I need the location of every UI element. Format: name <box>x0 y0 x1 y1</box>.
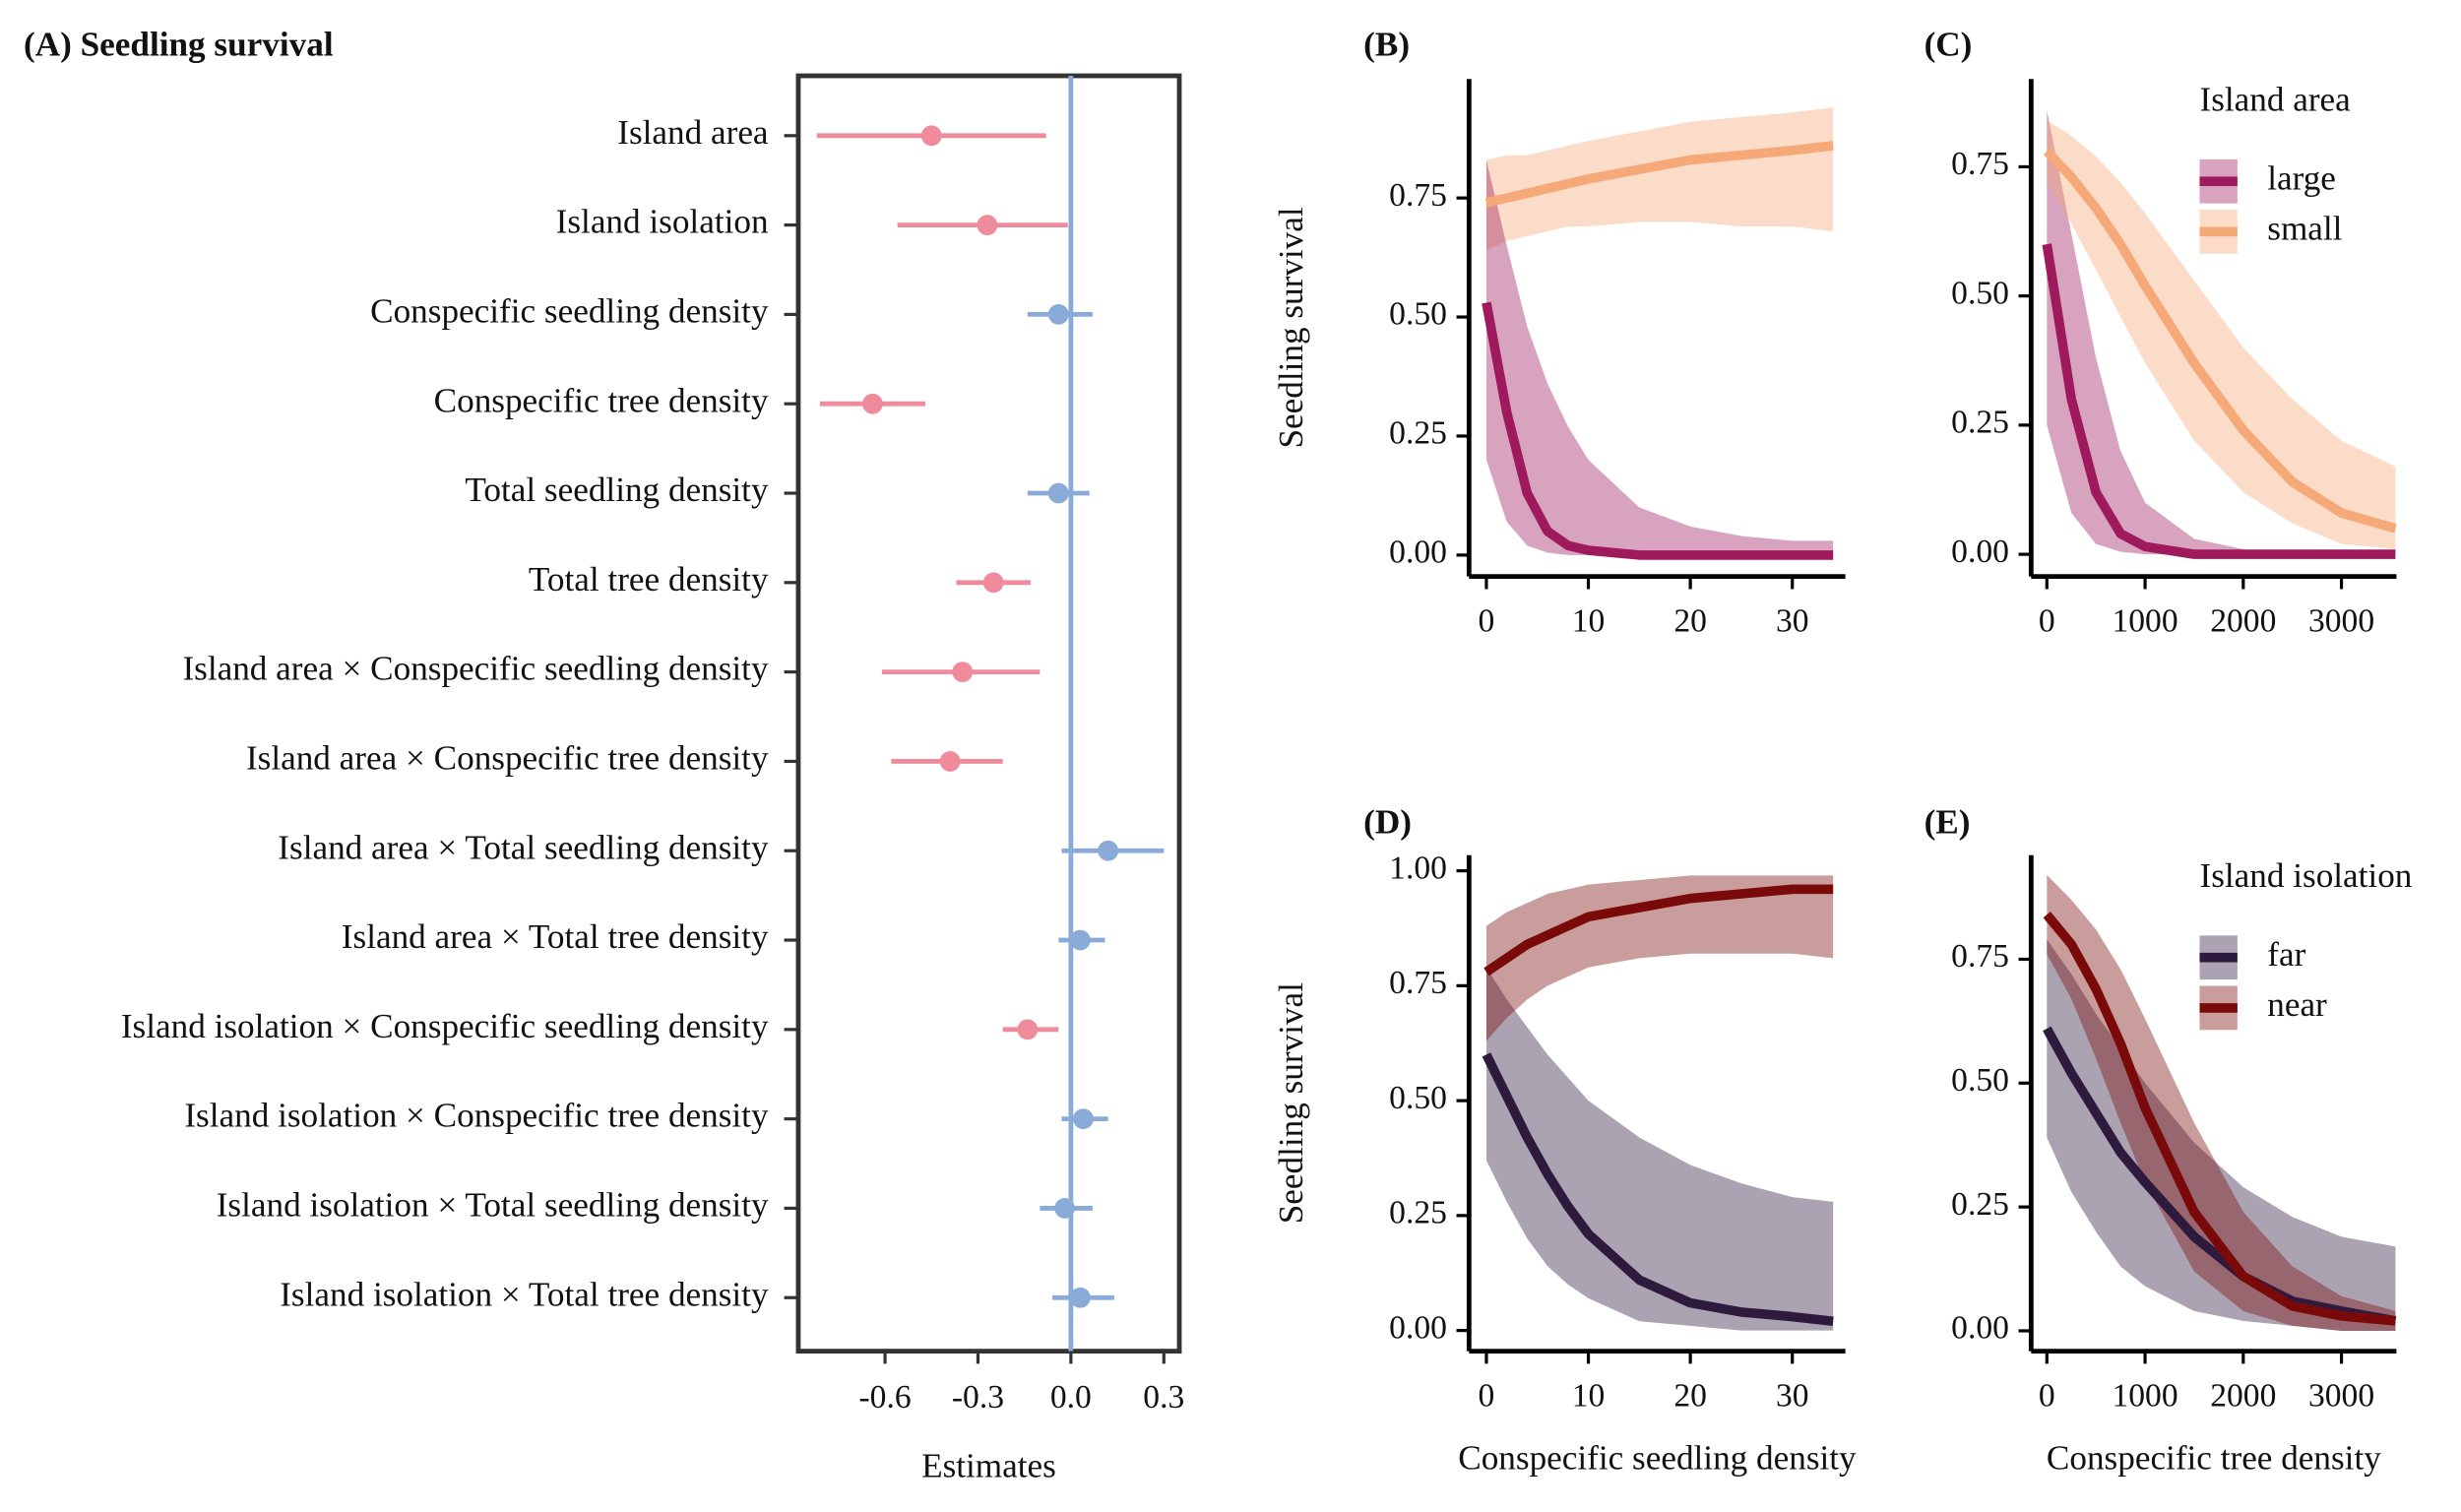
y-tick-label: 0.75 <box>1389 965 1447 1001</box>
estimate-point <box>939 751 961 772</box>
plot-frame <box>795 73 1182 1354</box>
category-label: Island isolation <box>556 203 769 241</box>
category-label: Island area × Conspecific seedling densi… <box>182 650 769 688</box>
estimate-point <box>1069 929 1091 951</box>
fit-line <box>1484 141 1834 208</box>
x-tick-label: -0.3 <box>952 1379 1004 1416</box>
legend-label: near <box>2267 985 2327 1024</box>
estimate-point <box>1017 1019 1039 1040</box>
estimate-point <box>1047 304 1069 325</box>
x-tick-label: 30 <box>1776 1377 1809 1414</box>
x-tick-label: 2000 <box>2210 602 2276 639</box>
category-label: Island area × Total tree density <box>342 917 769 956</box>
x-tick-label: 10 <box>1572 602 1606 639</box>
y-tick-label: 0.00 <box>1951 534 2009 570</box>
fit-line <box>2043 912 2396 1326</box>
estimate-point <box>1069 1287 1091 1308</box>
y-tick-label: 0.50 <box>1951 1062 2009 1099</box>
category-label: Total tree density <box>529 560 769 598</box>
category-label: Total seedling density <box>465 471 769 509</box>
category-label: Conspecific tree density <box>434 381 769 419</box>
y-tick-label: 0.25 <box>1951 1186 2009 1223</box>
x-tick-label: 30 <box>1776 602 1809 639</box>
fit-line <box>1482 1052 1834 1327</box>
y-tick-label: 0.25 <box>1951 405 2009 441</box>
legend-title: Island isolation <box>2199 856 2412 895</box>
category-label: Island isolation × Conspecific tree dens… <box>184 1097 769 1135</box>
y-tick-label: 0.25 <box>1389 1195 1447 1231</box>
estimate-point <box>1098 840 1119 861</box>
estimate-point <box>952 662 974 683</box>
x-axis-label: Conspecific tree density <box>2047 1439 2381 1478</box>
panel-title: (E) <box>1925 802 1971 841</box>
y-axis-label: Seedling survival <box>1272 982 1310 1224</box>
confidence-band <box>1485 107 1834 251</box>
fit-line <box>1483 884 1834 976</box>
legend-label: large <box>2267 158 2336 197</box>
y-tick-label: 0.25 <box>1389 415 1447 452</box>
x-tick-label: 1000 <box>2112 602 2177 639</box>
y-tick-label: 0.00 <box>1389 1309 1447 1346</box>
x-tick-label: 3000 <box>2308 1377 2374 1414</box>
confidence-band <box>2047 109 2396 555</box>
x-tick-label: 20 <box>1673 1377 1707 1414</box>
category-label: Conspecific seedling density <box>370 291 769 330</box>
fit-line <box>2043 1026 2397 1326</box>
legend-label: small <box>2267 209 2342 247</box>
estimate-point <box>862 393 883 414</box>
y-tick-label: 0.75 <box>1951 146 2009 182</box>
confidence-band <box>2047 120 2396 549</box>
x-axis-label: Conspecific seedling density <box>1458 1439 1857 1478</box>
category-label: Island area × Total seedling density <box>278 828 769 866</box>
panel-title: (C) <box>1925 25 1973 63</box>
y-axis-label: Seedling survival <box>1272 207 1310 448</box>
x-tick-label: 0.0 <box>1050 1379 1092 1416</box>
y-tick-label: 0.75 <box>1951 938 2009 975</box>
confidence-band <box>1485 967 1834 1331</box>
x-tick-label: 0 <box>1479 602 1495 639</box>
category-label: Island isolation × Total tree density <box>280 1275 769 1313</box>
category-label: Island area <box>617 113 769 152</box>
estimate-point <box>1073 1108 1094 1130</box>
y-tick-label: 0.75 <box>1389 177 1447 214</box>
fit-line <box>2043 148 2397 534</box>
x-tick-label: 2000 <box>2210 1377 2276 1414</box>
y-tick-label: 0.00 <box>1389 535 1447 571</box>
x-tick-label: -0.6 <box>858 1379 911 1416</box>
panel-title: (D) <box>1363 802 1412 841</box>
x-tick-label: 0 <box>1479 1377 1495 1414</box>
category-label: Island area × Conspecific tree density <box>246 739 769 778</box>
y-tick-label: 0.50 <box>1951 275 2009 311</box>
estimate-point <box>982 572 1004 594</box>
x-axis-label: Estimates <box>921 1447 1056 1485</box>
x-tick-label: 1000 <box>2112 1377 2177 1414</box>
fit-line <box>1482 301 1834 560</box>
x-tick-label: 0.3 <box>1143 1379 1184 1416</box>
x-tick-label: 3000 <box>2308 602 2374 639</box>
estimate-point <box>977 215 998 236</box>
estimate-point <box>1047 482 1069 504</box>
estimate-point <box>920 125 942 147</box>
x-tick-label: 10 <box>1572 1377 1606 1414</box>
confidence-band <box>2047 939 2396 1331</box>
category-label: Island isolation × Conspecific seedling … <box>121 1007 769 1045</box>
y-tick-label: 0.50 <box>1389 296 1447 333</box>
fit-line <box>2042 243 2396 559</box>
confidence-band <box>1485 875 1834 1041</box>
legend-label: far <box>2267 935 2305 974</box>
legend-title: Island area <box>2199 80 2351 118</box>
estimate-point <box>1054 1198 1075 1219</box>
panel-title: (A) Seedling survival <box>24 25 334 63</box>
panel-title: (B) <box>1363 25 1410 63</box>
y-tick-label: 1.00 <box>1389 850 1447 886</box>
x-tick-label: 0 <box>2039 602 2055 639</box>
y-tick-label: 0.00 <box>1951 1310 2009 1347</box>
x-tick-label: 20 <box>1673 602 1707 639</box>
category-label: Island isolation × Total seedling densit… <box>217 1186 769 1225</box>
confidence-band <box>1485 159 1834 555</box>
x-tick-label: 0 <box>2039 1377 2055 1414</box>
y-tick-label: 0.50 <box>1389 1080 1447 1116</box>
